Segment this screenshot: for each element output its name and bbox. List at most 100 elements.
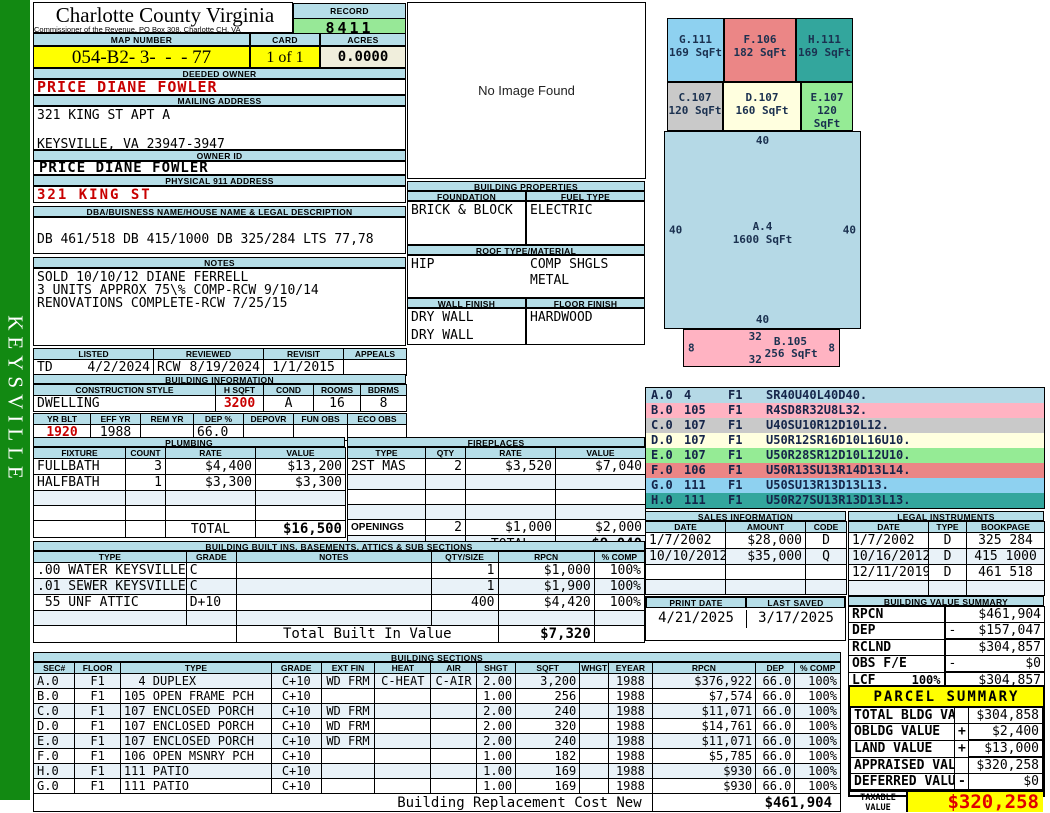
district-sidebar: KEYSVILLE: [0, 0, 30, 800]
card-label: CARD: [250, 33, 320, 46]
bs-sqft: 240: [515, 733, 581, 749]
builtins-type: .01 SEWER KEYSVILLE: [33, 578, 187, 595]
legal-bookpage: 415 1000: [966, 548, 1045, 565]
parcel-row: OBLDG VALUE + $2,400: [850, 723, 1043, 741]
sales-code-header: CODE: [805, 521, 847, 533]
bs-dep: 66.0: [755, 778, 796, 794]
deeded-owner-label: DEEDED OWNER: [33, 68, 406, 79]
fireplaces-type: [347, 489, 426, 505]
fireplaces-openings-row: OPENINGS 2 $1,000 $2,000: [347, 519, 646, 536]
bs-air: [430, 748, 477, 764]
fireplaces-rate: [465, 489, 556, 505]
builtins-total-comp: [593, 625, 646, 643]
bs-eyear: 1988: [608, 718, 653, 734]
remyr-label: REM YR: [140, 413, 194, 425]
vector-path: U50R28SR12D10L12U10.: [766, 448, 911, 462]
bs-air: C-AIR: [430, 673, 477, 689]
bs-sqft: 3,200: [515, 673, 581, 689]
bs-floor: F1: [74, 718, 121, 734]
hsqft-label: H SQFT: [215, 384, 264, 396]
bs-air-header: AIR: [430, 662, 477, 674]
plumbing-value: [255, 505, 346, 521]
builtins-grade-header: GRADE: [185, 551, 237, 563]
notes-box: SOLD 10/10/12 DIANE FERRELL 3 UNITS APPR…: [33, 268, 406, 346]
bs-floor: F1: [74, 703, 121, 719]
fireplaces-row: [347, 474, 646, 490]
parcel-row: LAND VALUE + $13,000: [850, 739, 1043, 758]
bs-rpcn: $376,922: [651, 673, 757, 689]
sales-date-header: DATE: [645, 521, 726, 533]
notes-line-1: SOLD 10/10/12 DIANE FERRELL: [37, 270, 249, 285]
plumbing-total-row: TOTAL $16,500: [33, 520, 346, 538]
builtins-type: [33, 610, 187, 626]
fireplaces-openings-rate: $1,000: [465, 519, 556, 536]
plumbing-fixture: [33, 505, 126, 521]
sketch-vector-list: A.0 4 F1 SR40U40L40D40. B.0 105 F1 R4SD8R32U8L…: [645, 387, 1045, 509]
plumbing-count-header: COUNT: [125, 447, 166, 459]
bs-air: [430, 718, 477, 734]
sketch-section-H: H.111 169 SqFt: [796, 18, 853, 82]
vector-floor: F1: [728, 388, 743, 402]
acres-label: ACRES: [320, 33, 406, 46]
bs-shgt: 1.00: [475, 763, 517, 779]
sketch-H-label: H.111: [807, 33, 842, 46]
sketch-A-dim-top: 40: [755, 134, 770, 147]
fireplaces-rate: [465, 474, 556, 490]
vector-path: R4SD8R32U8L32.: [766, 403, 868, 417]
building-section-row: H.0 F1 111 PATIO C+10 1.00 169 1988 $930 66.0 100…: [32, 763, 841, 779]
legal-row: 12/11/2019 D 461 518: [848, 564, 1045, 581]
fireplaces-value: [555, 489, 646, 505]
effyr-label: EFF YR: [90, 413, 141, 425]
vector-code: 107: [684, 418, 706, 432]
sales-date: 10/10/2012: [645, 548, 726, 565]
bs-dep: 66.0: [755, 763, 796, 779]
bs-heat: [374, 703, 432, 719]
notes-label: NOTES: [33, 257, 406, 268]
legal-row: 1/7/2002 D 325 284: [848, 532, 1045, 549]
bs-air: [430, 778, 477, 794]
sketch-A-dim-right: 40: [842, 223, 856, 237]
sales-date: [645, 564, 726, 580]
sales-row: 10/10/2012 $35,000 Q: [645, 548, 847, 565]
plumbing-row: [33, 505, 346, 521]
bs-rpcn: $930: [651, 763, 757, 779]
bs-sec: E.0: [32, 733, 76, 749]
vs-name: RCLND: [848, 638, 945, 656]
bs-extfin: [320, 688, 376, 704]
plumbing-value-header: VALUE: [255, 447, 346, 459]
building-value-summary-table: RPCN $461,904 DEP - $157,047 RCLND $304,857 …: [848, 606, 1045, 689]
builtins-rpcn: $1,000: [497, 562, 595, 579]
bs-grade: C+10: [270, 733, 322, 749]
bs-floor: F1: [74, 778, 121, 794]
builtins-qty-header: QTY/SIZE: [430, 551, 499, 563]
dep-label: DEP %: [193, 413, 244, 425]
bs-dep: 66.0: [755, 703, 796, 719]
wall-finish-1: DRY WALL: [411, 310, 474, 325]
last-saved-value: 3/17/2025: [746, 610, 845, 628]
deeded-owner-value: PRICE DIANE FOWLER: [33, 79, 406, 95]
builtins-rpcn: $4,420: [497, 594, 595, 611]
parcel-name: DEFERRED VALUE: [850, 773, 955, 790]
building-section-row: G.0 F1 111 PATIO C+10 1.00 169 1988 $930 66.0 100…: [32, 778, 841, 794]
bs-extfin: WD FRM: [320, 733, 376, 749]
bs-whgt: [579, 673, 610, 689]
bs-shgt: 1.00: [475, 748, 517, 764]
wall-finish-box: DRY WALL DRY WALL: [407, 308, 526, 345]
bs-type: 106 OPEN MSNRY PCH: [119, 748, 272, 764]
owner-id-value: PRICE DIANE FOWLER: [33, 161, 406, 175]
legal-type: D: [928, 564, 967, 581]
plumbing-label: PLUMBING: [33, 437, 345, 447]
bs-dep: 66.0: [755, 673, 796, 689]
fireplaces-qty: [425, 504, 466, 520]
bs-eyear-header: EYEAR: [608, 662, 653, 674]
builtins-comp: 100%: [593, 578, 646, 595]
bs-whgt: [579, 748, 610, 764]
revisit-label: REVISIT: [263, 348, 344, 360]
year-depreciation-table: YR BLT EFF YR REM YR DEP % DEPOVR FUN OB…: [33, 413, 407, 441]
commissioner-line: Commissioner of the Revenue, PO Box 308,…: [34, 25, 241, 34]
vector-row-D: D.0 107 F1 U50R12SR16D10L16U10.: [646, 433, 1044, 448]
vector-sec: D.0: [651, 433, 673, 447]
plumbing-count: [125, 490, 166, 506]
sales-label: SALES INFORMATION: [645, 511, 846, 521]
parcel-op: [954, 707, 969, 724]
